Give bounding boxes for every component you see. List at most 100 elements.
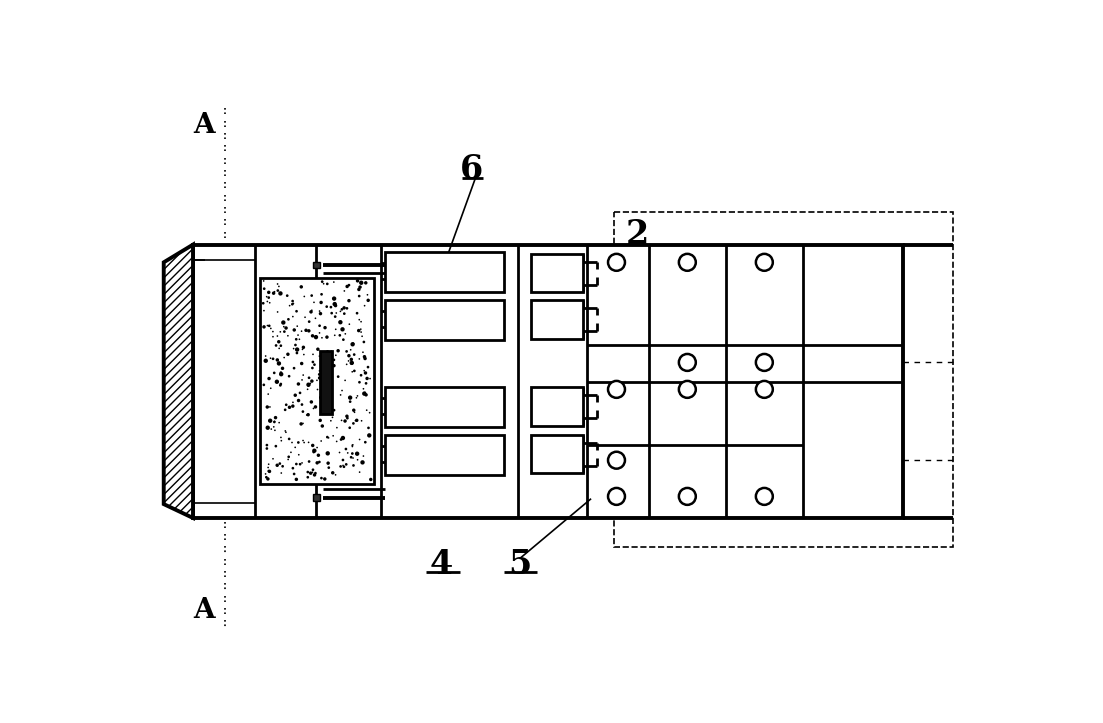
Point [269,330,287,342]
Text: 2: 2 [625,218,649,251]
Point [323,411,341,423]
Point [293,399,311,411]
Point [286,324,303,335]
Point [272,435,290,447]
Point [342,344,360,356]
Point [315,473,333,484]
Point [344,453,362,464]
Point [274,362,291,374]
Point [352,369,370,381]
Point [357,277,375,288]
Point [325,276,343,288]
Point [341,392,358,403]
Point [322,346,340,357]
Point [352,326,370,338]
Point [338,346,355,357]
Point [287,390,304,401]
Point [306,445,323,456]
Point [272,467,290,479]
Bar [320,351,332,414]
Point [351,466,368,478]
Point [258,442,276,454]
Point [267,412,285,424]
Point [353,330,371,342]
Point [260,458,278,470]
Bar [385,387,504,427]
Point [272,369,290,380]
Point [285,298,302,309]
Point [270,343,288,354]
Point [334,334,352,346]
Point [302,396,320,408]
Point [343,441,361,453]
Point [258,401,276,413]
Point [354,450,372,462]
Point [325,360,343,372]
Point [258,296,276,307]
Point [281,300,299,312]
Point [312,392,330,403]
Point [339,281,356,292]
Point [285,311,302,322]
Bar [531,254,583,292]
Point [335,308,353,320]
Point [270,417,288,429]
Point [291,458,309,470]
Point [356,353,374,364]
Bar [385,300,504,340]
Point [295,369,312,381]
Point [288,333,306,345]
Point [328,422,345,434]
Point [260,320,278,332]
Point [357,377,375,389]
Point [319,458,336,469]
Point [354,346,372,358]
Point [325,299,343,310]
Point [276,326,293,338]
Point [318,331,335,343]
Point [270,336,288,348]
Point [313,332,331,343]
Bar [531,387,583,426]
Point [295,418,312,429]
Point [333,414,351,426]
Point [335,461,353,473]
Point [339,302,356,314]
Point [358,372,376,384]
Point [335,302,353,314]
Point [271,380,289,391]
Point [311,305,329,317]
Point [356,387,374,398]
Point [343,354,361,365]
Point [312,472,330,484]
Point [255,297,272,309]
Point [332,389,350,401]
Point [265,453,282,465]
Point [307,312,324,324]
Point [332,434,350,445]
Point [345,348,363,360]
Point [269,285,287,296]
Point [326,323,344,335]
Point [320,462,338,474]
Point [357,404,375,416]
Point [351,434,368,445]
Bar [313,262,320,268]
Point [352,323,370,335]
Point [263,322,280,334]
Text: 6: 6 [460,153,483,187]
Point [260,466,278,477]
Point [308,442,325,453]
Point [260,292,278,304]
Point [271,458,289,469]
Point [302,467,320,479]
Point [343,366,361,377]
Point [265,288,282,299]
Point [319,278,336,290]
Point [355,351,373,362]
Point [351,290,368,301]
Point [319,448,336,459]
Point [349,390,366,402]
Point [283,437,301,448]
Point [307,467,324,479]
